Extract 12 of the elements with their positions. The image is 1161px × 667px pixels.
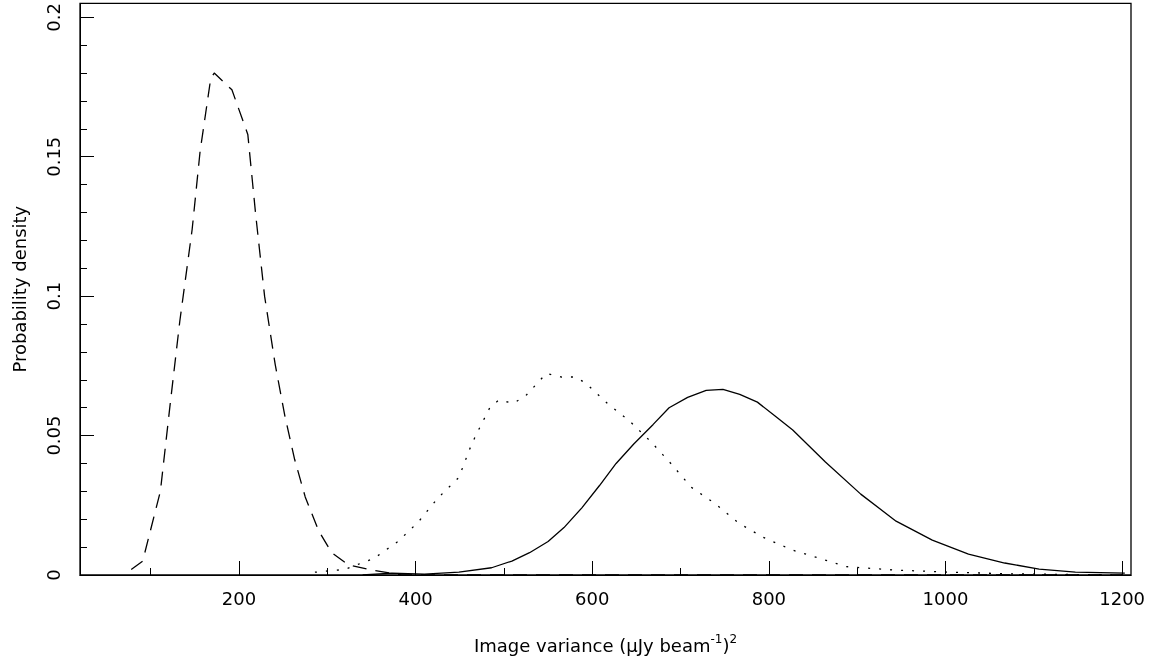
y-tick-label: 0.1: [42, 281, 64, 311]
y-axis-title: Probability density: [8, 205, 30, 373]
x-tick-label: 800: [751, 587, 787, 609]
x-tick-label: 200: [221, 587, 257, 609]
y-tick-label: 0.05: [42, 415, 64, 456]
y-tick-label: 0.15: [42, 136, 64, 177]
x-tick-label: 600: [575, 587, 610, 609]
y-tick-label: 0: [42, 569, 64, 581]
x-tick-label: 400: [398, 587, 433, 609]
y-tick-label: 0.2: [42, 2, 64, 32]
x-tick-label: 1000: [922, 587, 969, 609]
x-tick-label: 1200: [1099, 587, 1146, 609]
